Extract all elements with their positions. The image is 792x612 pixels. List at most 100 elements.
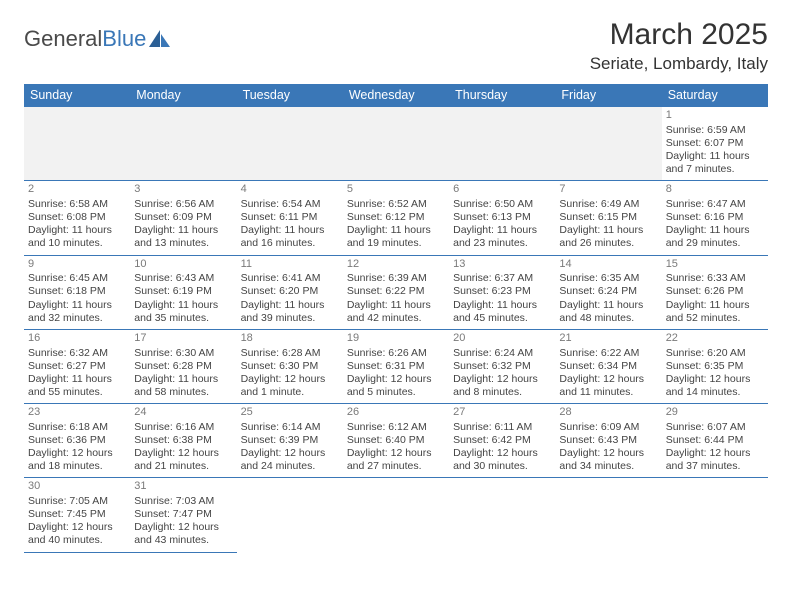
daylight-text: Daylight: 11 hours and 13 minutes. xyxy=(134,224,232,250)
calendar-cell: 31Sunrise: 7:03 AMSunset: 7:47 PMDayligh… xyxy=(130,478,236,552)
calendar-cell: 22Sunrise: 6:20 AMSunset: 6:35 PMDayligh… xyxy=(662,329,768,403)
daylight-text: Daylight: 11 hours and 26 minutes. xyxy=(559,224,657,250)
day-number: 23 xyxy=(28,406,126,420)
daylight-text: Daylight: 11 hours and 32 minutes. xyxy=(28,299,126,325)
sunset-text: Sunset: 6:09 PM xyxy=(134,211,232,224)
daylight-text: Daylight: 12 hours and 18 minutes. xyxy=(28,447,126,473)
daylight-text: Daylight: 12 hours and 21 minutes. xyxy=(134,447,232,473)
sunrise-text: Sunrise: 6:30 AM xyxy=(134,347,232,360)
day-number: 14 xyxy=(559,258,657,272)
sunset-text: Sunset: 6:20 PM xyxy=(241,285,339,298)
calendar-cell: 18Sunrise: 6:28 AMSunset: 6:30 PMDayligh… xyxy=(237,329,343,403)
calendar-cell: 15Sunrise: 6:33 AMSunset: 6:26 PMDayligh… xyxy=(662,255,768,329)
calendar-cell: 11Sunrise: 6:41 AMSunset: 6:20 PMDayligh… xyxy=(237,255,343,329)
sunrise-text: Sunrise: 6:45 AM xyxy=(28,272,126,285)
sunset-text: Sunset: 6:28 PM xyxy=(134,360,232,373)
sunset-text: Sunset: 6:32 PM xyxy=(453,360,551,373)
sunrise-text: Sunrise: 6:58 AM xyxy=(28,198,126,211)
sunrise-text: Sunrise: 6:33 AM xyxy=(666,272,764,285)
calendar-cell: 2Sunrise: 6:58 AMSunset: 6:08 PMDaylight… xyxy=(24,181,130,255)
calendar-cell: 1Sunrise: 6:59 AMSunset: 6:07 PMDaylight… xyxy=(662,107,768,181)
day-number: 24 xyxy=(134,406,232,420)
sunrise-text: Sunrise: 6:56 AM xyxy=(134,198,232,211)
title-block: March 2025 Seriate, Lombardy, Italy xyxy=(590,18,768,74)
daylight-text: Daylight: 11 hours and 29 minutes. xyxy=(666,224,764,250)
sunset-text: Sunset: 6:19 PM xyxy=(134,285,232,298)
sunrise-text: Sunrise: 6:26 AM xyxy=(347,347,445,360)
calendar-cell: 30Sunrise: 7:05 AMSunset: 7:45 PMDayligh… xyxy=(24,478,130,552)
sunrise-text: Sunrise: 6:24 AM xyxy=(453,347,551,360)
sunrise-text: Sunrise: 6:52 AM xyxy=(347,198,445,211)
logo-sail-icon xyxy=(149,30,171,48)
day-header: Wednesday xyxy=(343,84,449,107)
daylight-text: Daylight: 11 hours and 35 minutes. xyxy=(134,299,232,325)
day-number: 5 xyxy=(347,183,445,197)
calendar-cell: 5Sunrise: 6:52 AMSunset: 6:12 PMDaylight… xyxy=(343,181,449,255)
day-number: 7 xyxy=(559,183,657,197)
sunset-text: Sunset: 6:31 PM xyxy=(347,360,445,373)
calendar-cell xyxy=(555,107,661,181)
calendar-cell: 20Sunrise: 6:24 AMSunset: 6:32 PMDayligh… xyxy=(449,329,555,403)
sunrise-text: Sunrise: 6:12 AM xyxy=(347,421,445,434)
calendar-cell: 26Sunrise: 6:12 AMSunset: 6:40 PMDayligh… xyxy=(343,404,449,478)
sunset-text: Sunset: 6:13 PM xyxy=(453,211,551,224)
sunrise-text: Sunrise: 6:32 AM xyxy=(28,347,126,360)
sunrise-text: Sunrise: 6:18 AM xyxy=(28,421,126,434)
sunset-text: Sunset: 6:22 PM xyxy=(347,285,445,298)
sunset-text: Sunset: 6:42 PM xyxy=(453,434,551,447)
calendar-cell xyxy=(555,478,661,552)
calendar-cell: 6Sunrise: 6:50 AMSunset: 6:13 PMDaylight… xyxy=(449,181,555,255)
sunset-text: Sunset: 6:08 PM xyxy=(28,211,126,224)
daylight-text: Daylight: 12 hours and 24 minutes. xyxy=(241,447,339,473)
sunrise-text: Sunrise: 6:14 AM xyxy=(241,421,339,434)
sunset-text: Sunset: 6:07 PM xyxy=(666,137,764,150)
sunset-text: Sunset: 6:39 PM xyxy=(241,434,339,447)
logo: GeneralBlue xyxy=(24,26,171,52)
calendar-head: SundayMondayTuesdayWednesdayThursdayFrid… xyxy=(24,84,768,107)
sunset-text: Sunset: 6:30 PM xyxy=(241,360,339,373)
sunrise-text: Sunrise: 6:54 AM xyxy=(241,198,339,211)
day-number: 6 xyxy=(453,183,551,197)
day-header: Tuesday xyxy=(237,84,343,107)
sunrise-text: Sunrise: 6:22 AM xyxy=(559,347,657,360)
day-number: 1 xyxy=(666,109,764,123)
daylight-text: Daylight: 11 hours and 19 minutes. xyxy=(347,224,445,250)
calendar-cell: 19Sunrise: 6:26 AMSunset: 6:31 PMDayligh… xyxy=(343,329,449,403)
day-number: 27 xyxy=(453,406,551,420)
day-number: 19 xyxy=(347,332,445,346)
sunrise-text: Sunrise: 6:59 AM xyxy=(666,124,764,137)
sunset-text: Sunset: 6:24 PM xyxy=(559,285,657,298)
day-number: 2 xyxy=(28,183,126,197)
daylight-text: Daylight: 12 hours and 11 minutes. xyxy=(559,373,657,399)
day-number: 3 xyxy=(134,183,232,197)
sunrise-text: Sunrise: 6:49 AM xyxy=(559,198,657,211)
daylight-text: Daylight: 11 hours and 58 minutes. xyxy=(134,373,232,399)
calendar-cell: 13Sunrise: 6:37 AMSunset: 6:23 PMDayligh… xyxy=(449,255,555,329)
daylight-text: Daylight: 11 hours and 45 minutes. xyxy=(453,299,551,325)
day-number: 11 xyxy=(241,258,339,272)
daylight-text: Daylight: 12 hours and 30 minutes. xyxy=(453,447,551,473)
calendar-cell: 8Sunrise: 6:47 AMSunset: 6:16 PMDaylight… xyxy=(662,181,768,255)
sunrise-text: Sunrise: 6:50 AM xyxy=(453,198,551,211)
calendar-cell: 12Sunrise: 6:39 AMSunset: 6:22 PMDayligh… xyxy=(343,255,449,329)
calendar-cell: 28Sunrise: 6:09 AMSunset: 6:43 PMDayligh… xyxy=(555,404,661,478)
day-number: 8 xyxy=(666,183,764,197)
daylight-text: Daylight: 12 hours and 14 minutes. xyxy=(666,373,764,399)
day-number: 9 xyxy=(28,258,126,272)
day-number: 22 xyxy=(666,332,764,346)
sunset-text: Sunset: 6:40 PM xyxy=(347,434,445,447)
calendar-row: 9Sunrise: 6:45 AMSunset: 6:18 PMDaylight… xyxy=(24,255,768,329)
calendar-body: 1Sunrise: 6:59 AMSunset: 6:07 PM Daylight… xyxy=(24,107,768,553)
day-number: 31 xyxy=(134,480,232,494)
sunrise-text: Sunrise: 6:47 AM xyxy=(666,198,764,211)
sunset-text: Sunset: 6:38 PM xyxy=(134,434,232,447)
sunset-text: Sunset: 6:26 PM xyxy=(666,285,764,298)
daylight-text: Daylight: 11 hours and 48 minutes. xyxy=(559,299,657,325)
day-number: 28 xyxy=(559,406,657,420)
daylight-text: Daylight: 11 hours and 16 minutes. xyxy=(241,224,339,250)
month-title: March 2025 xyxy=(590,18,768,52)
calendar-row: 23Sunrise: 6:18 AMSunset: 6:36 PMDayligh… xyxy=(24,404,768,478)
day-number: 17 xyxy=(134,332,232,346)
day-number: 21 xyxy=(559,332,657,346)
sunrise-text: Sunrise: 7:03 AM xyxy=(134,495,232,508)
